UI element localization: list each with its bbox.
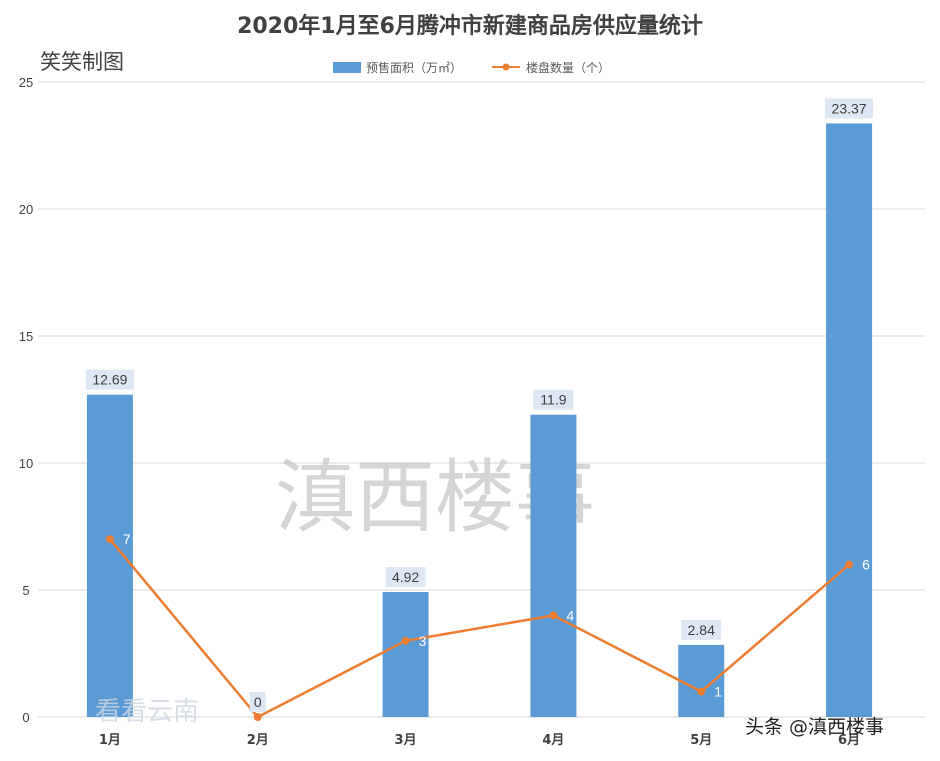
y-tick-label: 10 — [19, 456, 33, 471]
line-value-label: 7 — [123, 531, 131, 547]
line-point — [105, 535, 114, 544]
line-point — [401, 636, 410, 645]
y-tick-label: 25 — [19, 75, 33, 90]
line-value-label: 6 — [862, 557, 870, 573]
line-series — [105, 535, 854, 721]
x-tick-label: 6月 — [838, 733, 860, 748]
bar — [826, 123, 873, 718]
y-axis: 0 5 10 15 20 25 — [19, 75, 33, 725]
line-point — [253, 713, 262, 721]
line-point — [697, 687, 706, 696]
legend-swatch-bar — [333, 62, 361, 73]
x-tick-label: 2月 — [247, 733, 269, 748]
bar-value-label: 11.9 — [540, 392, 566, 408]
bar-value-label: 0 — [254, 694, 262, 710]
bar-label-bg — [385, 567, 426, 588]
x-tick-label: 3月 — [395, 733, 417, 748]
x-axis: 1月 2月 3月 4月 5月 6月 — [99, 733, 860, 748]
line-value-label: 1 — [714, 684, 722, 700]
chart-title: 2020年1月至6月腾冲市新建商品房供应量统计 — [237, 13, 703, 39]
bar-value-label: 23.37 — [832, 100, 867, 116]
gridlines — [38, 81, 925, 718]
y-tick-label: 15 — [19, 329, 33, 344]
bar-value-label: 12.69 — [92, 372, 127, 388]
x-tick-label: 5月 — [690, 733, 712, 748]
bar-label-bg — [681, 619, 722, 640]
legend-label-line: 楼盘数量（个） — [526, 60, 610, 75]
data-labels: 12.69 0 4.92 11.9 2.84 23.37 7 3 4 1 6 — [85, 98, 874, 712]
line-value-label: 4 — [566, 607, 574, 623]
bar-series — [86, 123, 873, 718]
bar-label-bg — [533, 389, 574, 410]
y-tick-label: 0 — [22, 710, 29, 725]
bar — [678, 644, 725, 717]
line-path — [108, 538, 850, 719]
x-tick-label: 4月 — [542, 733, 564, 748]
legend: 预售面积（万㎡） 楼盘数量（个） — [333, 60, 610, 75]
bar-label-bg — [249, 692, 266, 712]
y-tick-label: 20 — [19, 202, 33, 217]
maker-note: 笑笑制图 — [40, 50, 124, 74]
line-value-label: 3 — [419, 633, 427, 649]
bar — [382, 592, 429, 717]
y-tick-label: 5 — [22, 583, 29, 598]
x-tick-label: 1月 — [99, 733, 121, 748]
bar-value-label: 2.84 — [688, 622, 715, 638]
bar — [86, 394, 133, 717]
line-point — [549, 611, 558, 620]
bar-label-bg — [825, 98, 874, 119]
bar — [530, 414, 577, 717]
watermark-corner: 看看云南 — [95, 697, 199, 727]
bar-label-bg — [85, 369, 134, 390]
bar-value-label: 4.92 — [392, 569, 419, 585]
watermark-author: 头条 @滇西楼事 — [745, 716, 884, 738]
line-point — [845, 560, 854, 569]
legend-swatch-marker — [502, 63, 510, 71]
legend-label-bar: 预售面积（万㎡） — [366, 60, 462, 75]
